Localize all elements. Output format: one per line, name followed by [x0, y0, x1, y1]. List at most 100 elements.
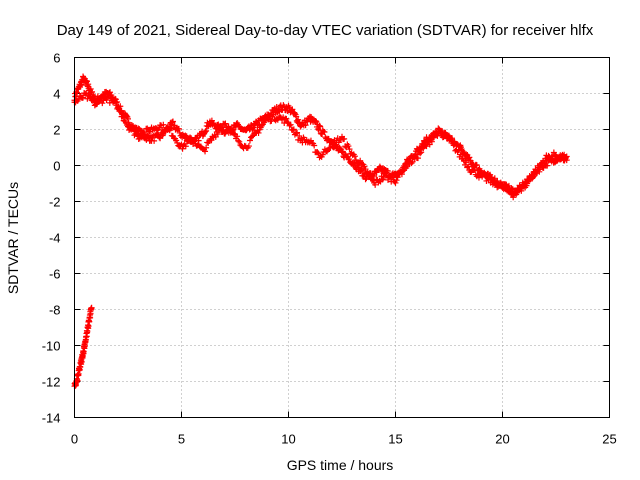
data-point [291, 110, 298, 117]
data-point [428, 138, 435, 145]
data-point [210, 120, 217, 127]
data-point [398, 171, 405, 178]
x-tick-label: 25 [602, 432, 616, 447]
data-point [174, 139, 181, 146]
data-point [392, 179, 399, 186]
data-point [235, 137, 242, 144]
data-point [214, 131, 221, 138]
data-point [417, 150, 424, 157]
data-point [142, 131, 149, 138]
data-point [107, 94, 114, 101]
data-point [313, 118, 320, 125]
data-point [541, 159, 548, 166]
data-point [227, 126, 234, 133]
data-point [466, 154, 473, 161]
data-point [171, 122, 178, 129]
data-point [473, 162, 480, 169]
data-point [562, 154, 569, 161]
data-point [190, 137, 197, 144]
data-point [236, 138, 243, 145]
data-point [89, 97, 96, 104]
data-point [341, 150, 348, 157]
y-tick-label: -12 [42, 375, 61, 390]
data-point [255, 129, 262, 136]
data-point [465, 163, 472, 170]
data-point [422, 142, 429, 149]
data-point [412, 151, 419, 158]
data-point [289, 106, 296, 113]
data-point [293, 113, 300, 120]
data-point [332, 141, 339, 148]
data-point [384, 167, 391, 174]
data-point [75, 96, 82, 103]
axis-ticks: 0 5 10 15 20 25 -14 -12 -10 -8 -6 -4 -2 0 2 4 6 [42, 51, 617, 447]
data-point [311, 142, 318, 149]
data-point [202, 128, 209, 135]
data-point [228, 127, 235, 134]
y-tick-label: -6 [49, 267, 61, 282]
data-point [222, 120, 229, 127]
x-tick-label: 10 [281, 432, 295, 447]
data-point [544, 162, 551, 169]
data-point [74, 377, 81, 384]
data-point [245, 143, 252, 150]
data-point [230, 130, 237, 137]
series-secondary-trace [71, 90, 570, 201]
data-point [169, 118, 176, 125]
data-point [512, 190, 519, 197]
data-point [80, 94, 87, 101]
data-point [394, 174, 401, 181]
data-point [115, 103, 122, 110]
plot-area [71, 73, 570, 390]
data-point [292, 130, 299, 137]
data-point [135, 135, 142, 142]
data-point [513, 188, 520, 195]
data-point [221, 121, 228, 128]
y-tick-label: 2 [53, 123, 60, 138]
data-point [88, 304, 95, 311]
data-point [471, 166, 478, 173]
data-point [351, 153, 358, 160]
data-point [559, 151, 566, 158]
y-axis-label: SDTVAR / TECUs [5, 182, 21, 294]
data-point [175, 125, 182, 132]
data-point [270, 111, 277, 118]
data-point [246, 137, 253, 144]
data-point [463, 159, 470, 166]
y-tick-label: -2 [49, 195, 61, 210]
data-point [481, 171, 488, 178]
y-tick-label: 0 [53, 159, 60, 174]
data-point [258, 122, 265, 129]
data-point [137, 127, 144, 134]
data-point [316, 122, 323, 129]
data-point [538, 160, 545, 167]
data-point [535, 164, 542, 171]
data-point [357, 157, 364, 164]
data-point [119, 113, 126, 120]
data-point [112, 98, 119, 105]
data-point [113, 99, 120, 106]
grid-lines [74, 57, 610, 418]
data-point [130, 126, 137, 133]
data-point [182, 132, 189, 139]
data-point [341, 135, 348, 142]
data-point [520, 181, 527, 188]
data-point [414, 155, 421, 162]
data-point [317, 123, 324, 130]
data-point [169, 119, 176, 126]
data-point [167, 125, 174, 132]
data-point [385, 176, 392, 183]
data-point [202, 148, 209, 155]
data-point [289, 127, 296, 134]
data-point [418, 149, 425, 156]
data-point [327, 145, 334, 151]
data-point [346, 156, 353, 163]
y-tick-label: -8 [49, 303, 61, 318]
data-point [446, 132, 452, 139]
data-point [532, 166, 539, 173]
data-point [475, 174, 482, 181]
x-tick-label: 20 [495, 432, 509, 447]
data-point [125, 115, 131, 122]
x-tick-label: 15 [388, 432, 402, 447]
